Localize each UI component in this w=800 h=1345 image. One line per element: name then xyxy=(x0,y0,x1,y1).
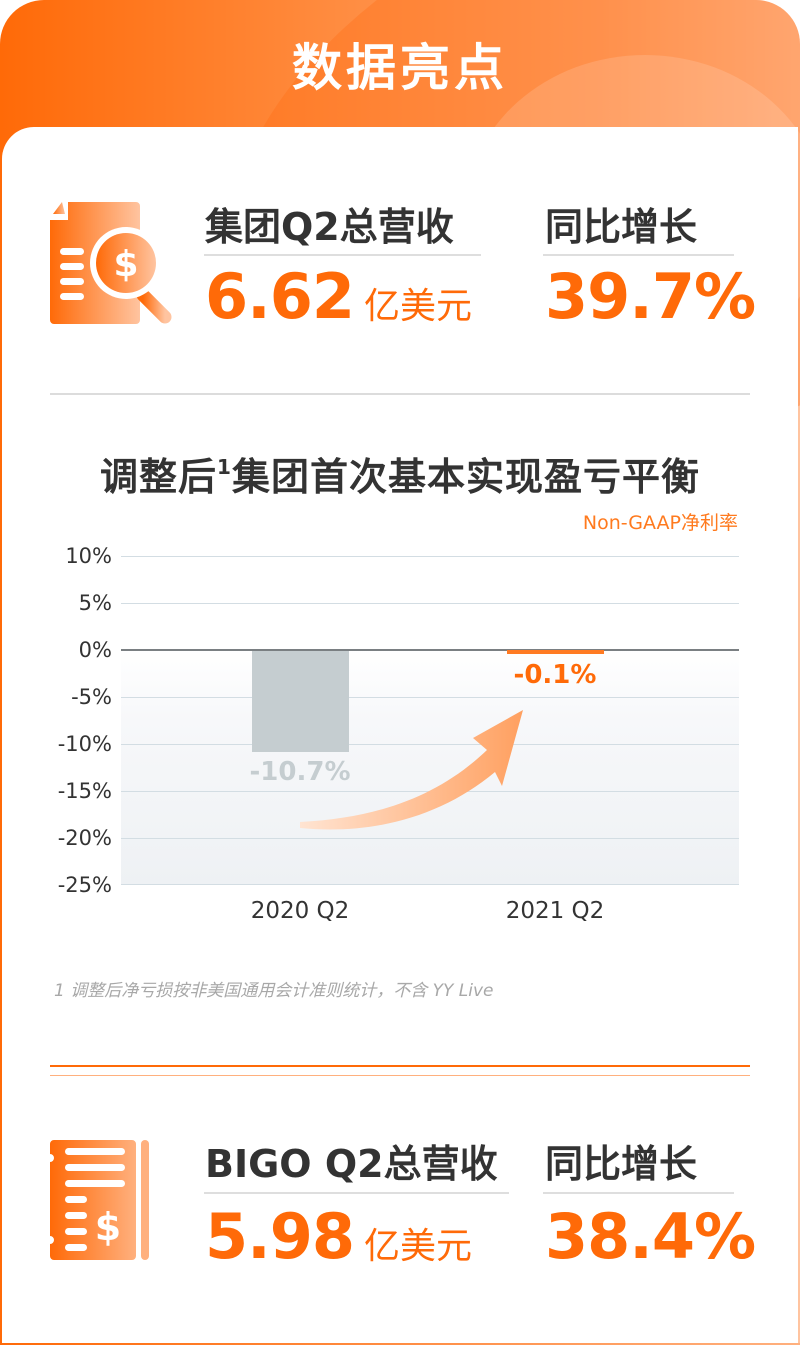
footnote-marker: 1 xyxy=(217,455,232,479)
value-number: 6.62 xyxy=(205,260,355,333)
svg-text:$: $ xyxy=(95,1205,121,1249)
section-divider xyxy=(50,1075,750,1076)
y-tick: -25% xyxy=(57,873,112,897)
footnote: 1 调整后净亏损按非美国通用会计准则统计，不含 YY Live xyxy=(54,981,494,1001)
bar-label-2021: -0.1% xyxy=(513,660,597,690)
value-unit: 亿美元 xyxy=(363,286,472,327)
zero-line xyxy=(121,649,739,651)
ledger-dollar-icon: $ xyxy=(50,1140,149,1260)
x-tick: 2020 Q2 xyxy=(250,898,350,924)
section-divider xyxy=(50,393,750,395)
group-growth-label: 同比增长 xyxy=(545,205,698,249)
bar-label-2020: -10.7% xyxy=(249,757,351,787)
section-divider xyxy=(50,1065,750,1067)
chart-title: 调整后1集团首次基本实现盈亏平衡 xyxy=(0,446,800,501)
divider xyxy=(543,254,734,256)
divider xyxy=(204,1192,509,1194)
chart-title-part: 调整后 xyxy=(100,455,218,499)
svg-text:$: $ xyxy=(113,244,138,285)
bottom-border xyxy=(0,1343,800,1345)
bigo-revenue-label: BIGO Q2总营收 xyxy=(205,1142,498,1186)
value-number: 5.98 xyxy=(205,1200,355,1273)
bigo-growth-label: 同比增长 xyxy=(545,1142,698,1186)
chart-title-rest: 集团首次基本实现盈亏平衡 xyxy=(231,455,700,499)
y-tick: -5% xyxy=(71,685,112,709)
document-search-dollar-icon: $ xyxy=(50,202,172,324)
divider xyxy=(204,254,481,256)
gridline xyxy=(121,603,739,604)
group-revenue-value: 6.62 亿美元 xyxy=(205,260,472,333)
page-title: 数据亮点 xyxy=(292,39,508,97)
y-tick: -20% xyxy=(57,826,112,850)
bigo-revenue-value: 5.98 亿美元 xyxy=(205,1200,472,1273)
bar-2021-q2 xyxy=(507,650,604,654)
chart-subtitle: Non-GAAP净利率 xyxy=(582,512,738,534)
group-revenue-label: 集团Q2总营收 xyxy=(205,205,454,249)
y-tick: 5% xyxy=(78,591,112,615)
value-unit: 亿美元 xyxy=(363,1226,472,1267)
gridline xyxy=(121,744,739,745)
y-tick: 10% xyxy=(65,544,112,568)
gridline xyxy=(121,556,739,557)
gridline xyxy=(121,884,739,885)
plot-area xyxy=(121,556,739,885)
growth-number: 38.4% xyxy=(545,1200,756,1273)
group-growth-value: 39.7% xyxy=(545,260,756,333)
trend-arrow-icon xyxy=(300,710,523,830)
y-tick: -15% xyxy=(57,779,112,803)
y-tick: 0% xyxy=(78,638,112,662)
x-tick: 2021 Q2 xyxy=(505,898,605,924)
y-tick: -10% xyxy=(57,732,112,756)
growth-number: 39.7% xyxy=(545,260,756,333)
gridline xyxy=(121,838,739,839)
bar-2020-q2 xyxy=(252,651,349,752)
gridline xyxy=(121,697,739,698)
divider xyxy=(543,1192,734,1194)
bigo-growth-value: 38.4% xyxy=(545,1200,756,1273)
